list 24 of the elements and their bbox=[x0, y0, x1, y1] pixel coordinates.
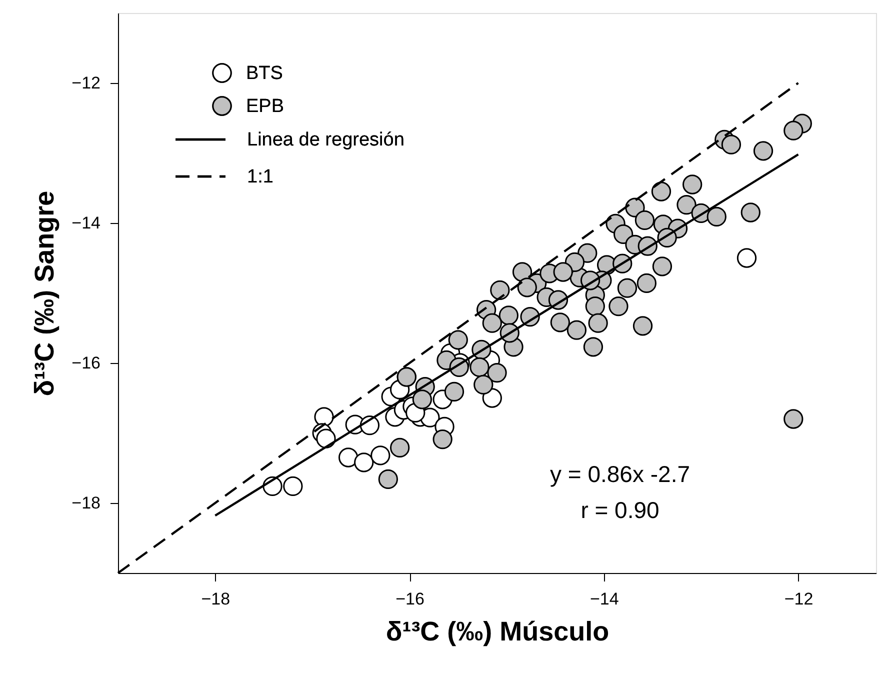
annotation: r = 0.90 bbox=[580, 497, 660, 523]
point bbox=[354, 452, 374, 472]
x-tick-label: −14 bbox=[590, 590, 619, 608]
point bbox=[316, 428, 336, 448]
legend-label: 1:1 bbox=[247, 166, 274, 188]
annotation: y = 0.86x -2.7 bbox=[550, 461, 690, 487]
x-axis-title: δ¹³C (‰) Músculo bbox=[386, 616, 610, 646]
legend-label: BTS bbox=[246, 63, 283, 84]
y-tick-label: −14 bbox=[72, 214, 100, 232]
x-tick-label: −16 bbox=[396, 590, 424, 608]
y-tick-label: −12 bbox=[72, 74, 100, 92]
legend-label: Linea de regresión bbox=[247, 130, 404, 150]
point bbox=[482, 388, 502, 408]
y-tick-label: −16 bbox=[72, 354, 100, 372]
x-tick-label: −12 bbox=[784, 590, 814, 608]
point bbox=[338, 448, 358, 468]
point bbox=[736, 248, 757, 268]
y-tick-label: −18 bbox=[72, 494, 100, 512]
x-tick-label: −18 bbox=[201, 590, 230, 608]
point bbox=[283, 476, 303, 496]
legend-label: EPB bbox=[246, 96, 284, 117]
point bbox=[314, 407, 334, 427]
y-axis-title: δ¹³C (‰) Sangre bbox=[30, 190, 60, 396]
point bbox=[370, 446, 390, 466]
